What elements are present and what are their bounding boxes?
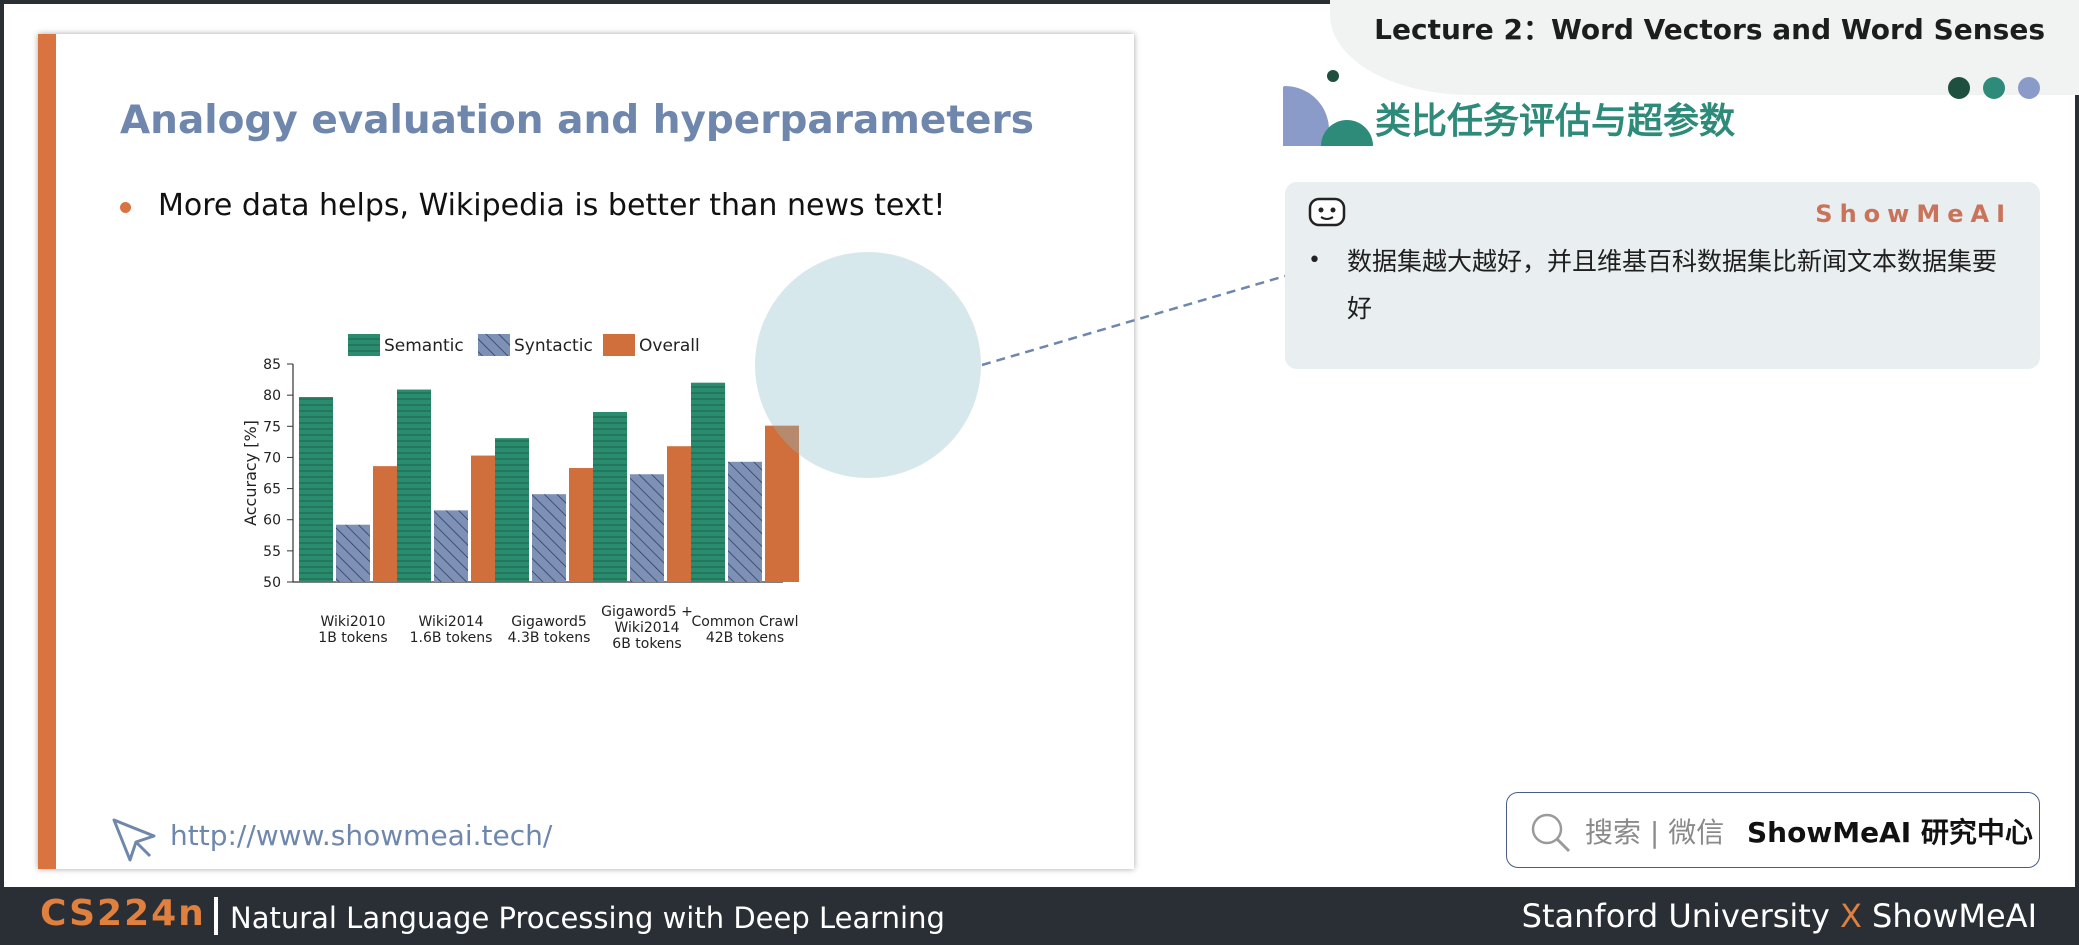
y-tick-label: 50 <box>263 575 281 591</box>
footer-credit-university: Stanford University <box>1521 897 1830 935</box>
bar-syntactic <box>532 494 566 582</box>
bullet-dot <box>120 202 131 213</box>
bar-semantic <box>397 389 431 582</box>
y-tick-label: 80 <box>263 388 281 404</box>
x-tick-label: Wiki2014 <box>418 614 483 630</box>
note-card: ShowMeAI • 数据集越大越好，并且维基百科数据集比新闻文本数据集要好 <box>1285 182 2040 369</box>
frame-right <box>2075 0 2079 945</box>
bar-syntactic <box>336 524 370 582</box>
header-dot-1 <box>1948 77 1970 99</box>
x-tick-label: Wiki2010 <box>320 614 385 630</box>
frame-top <box>0 0 2079 4</box>
frame-left <box>0 0 4 945</box>
bar-syntactic <box>630 474 664 582</box>
slide-bullet: More data helps, Wikipedia is better tha… <box>158 188 946 223</box>
y-tick-label: 70 <box>263 450 281 466</box>
legend-swatch-semantic <box>348 334 380 356</box>
search-hint: 搜索 | 微信 <box>1585 816 1725 849</box>
footer-credit: Stanford University X ShowMeAI <box>1522 897 2037 935</box>
course-subtitle: Natural Language Processing with Deep Le… <box>230 901 945 935</box>
x-tick-label: 1B tokens <box>318 630 387 646</box>
section-icon <box>1283 70 1373 146</box>
footer-credit-brand: ShowMeAI <box>1872 897 2037 935</box>
y-tick-label: 60 <box>263 513 281 529</box>
slide-title: Analogy evaluation and hyperparameters <box>120 98 1034 143</box>
y-axis-label: Accuracy [%] <box>241 420 260 526</box>
search-icon <box>1531 813 1571 853</box>
x-tick-label: 6B tokens <box>612 636 681 652</box>
bar-semantic <box>495 438 529 582</box>
bar-syntactic <box>434 510 468 582</box>
x-tick-label: 1.6B tokens <box>410 630 493 646</box>
y-tick-label: 55 <box>263 544 281 560</box>
legend-label-overall: Overall <box>639 336 700 356</box>
legend-swatch-syntactic <box>478 334 510 356</box>
magnifier-highlight <box>755 252 981 478</box>
x-tick-label: Gigaword5 <box>511 614 587 630</box>
slide-url-link[interactable]: http://www.showmeai.tech/ <box>170 819 553 852</box>
x-tick-label: Wiki2014 <box>614 620 679 636</box>
brand-tag: ShowMeAI <box>1815 200 2012 228</box>
lecture-slide: Analogy evaluation and hyperparameters M… <box>38 34 1134 869</box>
bar-semantic <box>593 411 627 582</box>
search-brand: ShowMeAI 研究中心 <box>1747 816 2033 849</box>
lecture-title: Lecture 2：Word Vectors and Word Senses <box>1374 13 2045 46</box>
bar-overall <box>765 425 799 582</box>
x-tick-label: Gigaword5 + <box>601 604 693 620</box>
slide-accent-bar <box>38 34 56 869</box>
search-box[interactable]: 搜索 | 微信 ShowMeAI 研究中心 <box>1506 792 2040 868</box>
footer-bar: CS224n Natural Language Processing with … <box>0 887 2079 945</box>
legend-label-syntactic: Syntactic <box>514 336 593 356</box>
cursor-icon <box>112 818 156 862</box>
accuracy-bar-chart: 50 55 60 65 70 75 80 85 Accuracy [%] Semantic Synt… <box>241 334 799 652</box>
bar-semantic <box>691 382 725 582</box>
x-tick-label: 42B tokens <box>706 630 784 646</box>
note-bullet-dot: • <box>1308 248 1321 273</box>
course-code: CS224n <box>40 893 206 934</box>
y-tick-label: 65 <box>263 482 281 498</box>
header-dot-2 <box>1983 77 2005 99</box>
robot-icon <box>1308 197 1346 227</box>
x-tick-label: 4.3B tokens <box>508 630 591 646</box>
footer-separator <box>214 897 218 935</box>
header-dot-3 <box>2018 77 2040 99</box>
bar-syntactic <box>728 461 762 582</box>
y-tick-label: 75 <box>263 419 281 435</box>
x-tick-label: Common Crawl <box>692 614 799 630</box>
legend-label-semantic: Semantic <box>384 336 464 356</box>
footer-credit-x: X <box>1839 897 1862 935</box>
section-title: 类比任务评估与超参数 <box>1375 101 1736 142</box>
bar-semantic <box>299 397 333 582</box>
y-tick-label: 85 <box>263 357 281 373</box>
legend-swatch-overall <box>603 334 635 356</box>
note-text: 数据集越大越好，并且维基百科数据集比新闻文本数据集要好 <box>1347 247 1998 323</box>
